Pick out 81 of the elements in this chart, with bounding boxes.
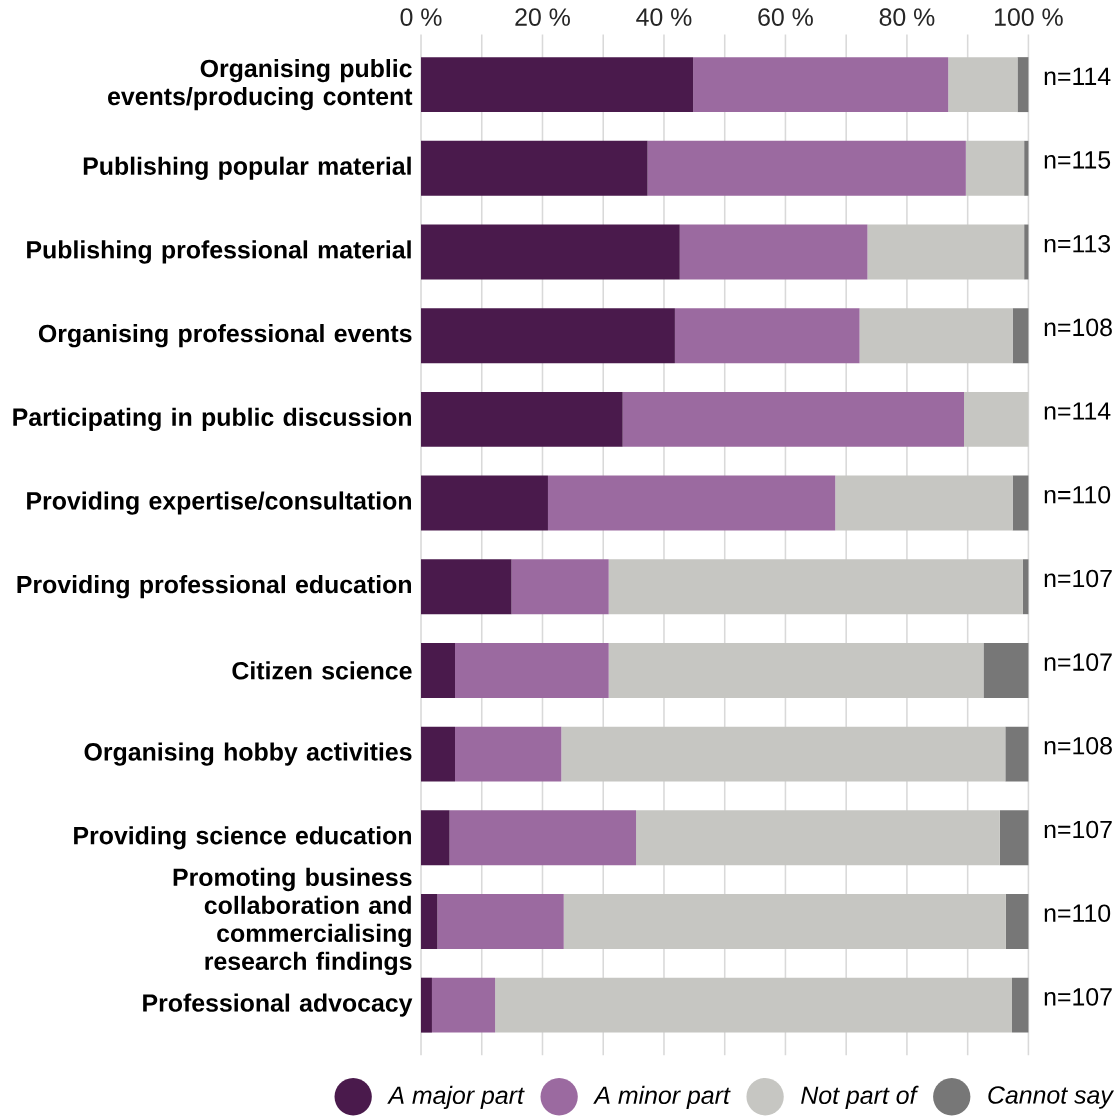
text: n=113 [1044, 234, 1111, 253]
bar [999, 810, 1029, 866]
bar [647, 140, 966, 196]
bar [1017, 56, 1029, 112]
legend-label: Cannot say [988, 1085, 1115, 1109]
text: n=114 [1044, 402, 1111, 420]
bar [421, 224, 680, 280]
bar [421, 977, 432, 1033]
bar [1012, 307, 1029, 363]
bar [455, 642, 609, 698]
bar [437, 893, 564, 949]
bar [679, 224, 868, 280]
bar [421, 475, 548, 531]
bar [1024, 140, 1029, 196]
y-tick-label: Publishing popular material [83, 156, 411, 180]
y-tick-label: Organising public events/producing content [108, 58, 413, 111]
bar [421, 559, 512, 614]
bar [1012, 475, 1029, 531]
y-tick-label: Providing professional education [17, 574, 411, 599]
bar [561, 726, 1006, 782]
bar [455, 726, 562, 782]
y-tick-label: Citizen science [232, 661, 412, 680]
bar [495, 977, 1013, 1033]
x-tick-label: 100 % [995, 8, 1063, 26]
y-tick-label: Promoting business collaboration and commercialising research findings [173, 867, 412, 975]
bar [449, 810, 637, 866]
bar [608, 642, 984, 698]
text: n=114 [1044, 67, 1111, 85]
bar [421, 810, 450, 866]
bar [511, 559, 609, 614]
bar [622, 391, 965, 447]
y-tick-label: Participating in public discussion [13, 407, 411, 431]
legend-label: A major part [387, 1085, 525, 1109]
bar [563, 893, 1006, 949]
bar [867, 224, 1025, 280]
bar [421, 56, 694, 112]
bar [608, 559, 1023, 614]
legend-label: A minor part [593, 1085, 731, 1109]
y-tick-label: Providing expertise/consultation [27, 491, 411, 515]
bar [965, 140, 1025, 196]
bar [1024, 224, 1029, 280]
bar [948, 56, 1018, 112]
bar [835, 475, 1013, 531]
x-tick-label: 60 % [758, 8, 813, 26]
x-tick-label: 0 % [400, 8, 442, 26]
text: n=107 [1044, 987, 1112, 1006]
bar [964, 391, 1029, 447]
bar [421, 642, 456, 698]
bar [693, 56, 949, 112]
text: n=110 [1044, 904, 1111, 922]
text: n=107 [1044, 653, 1112, 671]
bar [421, 726, 456, 782]
y-tick-label: Publishing professional material [27, 240, 411, 264]
bar [431, 977, 496, 1033]
legend-label: Not part of [801, 1085, 919, 1109]
bar [547, 475, 836, 531]
bar [421, 307, 675, 363]
text: n=108 [1044, 318, 1112, 336]
y-tick-label: Professional advocacy [143, 993, 413, 1017]
y-tick-label: Organising professional events [38, 323, 412, 348]
text: n=108 [1044, 736, 1112, 755]
y-tick-label: Providing science education [74, 825, 411, 850]
y-tick-label: Organising hobby activities [84, 742, 412, 766]
bar [1005, 893, 1029, 949]
bar [421, 140, 648, 196]
bar [1012, 977, 1029, 1033]
text: n=115 [1044, 151, 1111, 169]
bar [636, 810, 1000, 866]
bar [1022, 559, 1029, 614]
text: n=107 [1044, 569, 1112, 588]
bar [674, 307, 860, 363]
bar [859, 307, 1013, 363]
bar [421, 391, 623, 447]
x-tick-label: 40 % [636, 8, 692, 26]
x-tick-label: 80 % [879, 8, 935, 26]
text: n=107 [1044, 820, 1112, 839]
x-tick-label: 20 % [515, 8, 570, 26]
bar [1005, 726, 1029, 782]
text: n=110 [1044, 485, 1111, 504]
bar [983, 642, 1029, 698]
bar [421, 893, 438, 949]
